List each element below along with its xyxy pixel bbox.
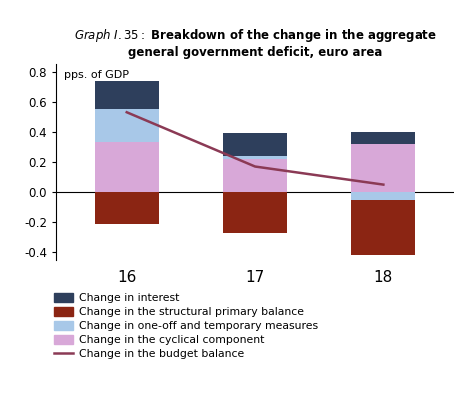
Bar <box>351 132 416 144</box>
Bar <box>223 156 287 159</box>
Legend: Change in interest, Change in the structural primary balance, Change in one-off : Change in interest, Change in the struct… <box>54 293 318 359</box>
Bar <box>351 192 416 200</box>
Bar <box>95 142 159 192</box>
Bar <box>223 159 287 192</box>
Bar <box>351 200 416 256</box>
Bar <box>95 80 159 109</box>
Text: pps. of GDP: pps. of GDP <box>64 70 129 80</box>
Bar <box>351 144 416 192</box>
Bar <box>223 133 287 156</box>
Bar <box>95 109 159 142</box>
Title: $\it{Graph\ I.35:}$ Breakdown of the change in the aggregate
general government : $\it{Graph\ I.35:}$ Breakdown of the cha… <box>73 27 437 59</box>
Bar <box>95 192 159 224</box>
Bar <box>223 192 287 233</box>
